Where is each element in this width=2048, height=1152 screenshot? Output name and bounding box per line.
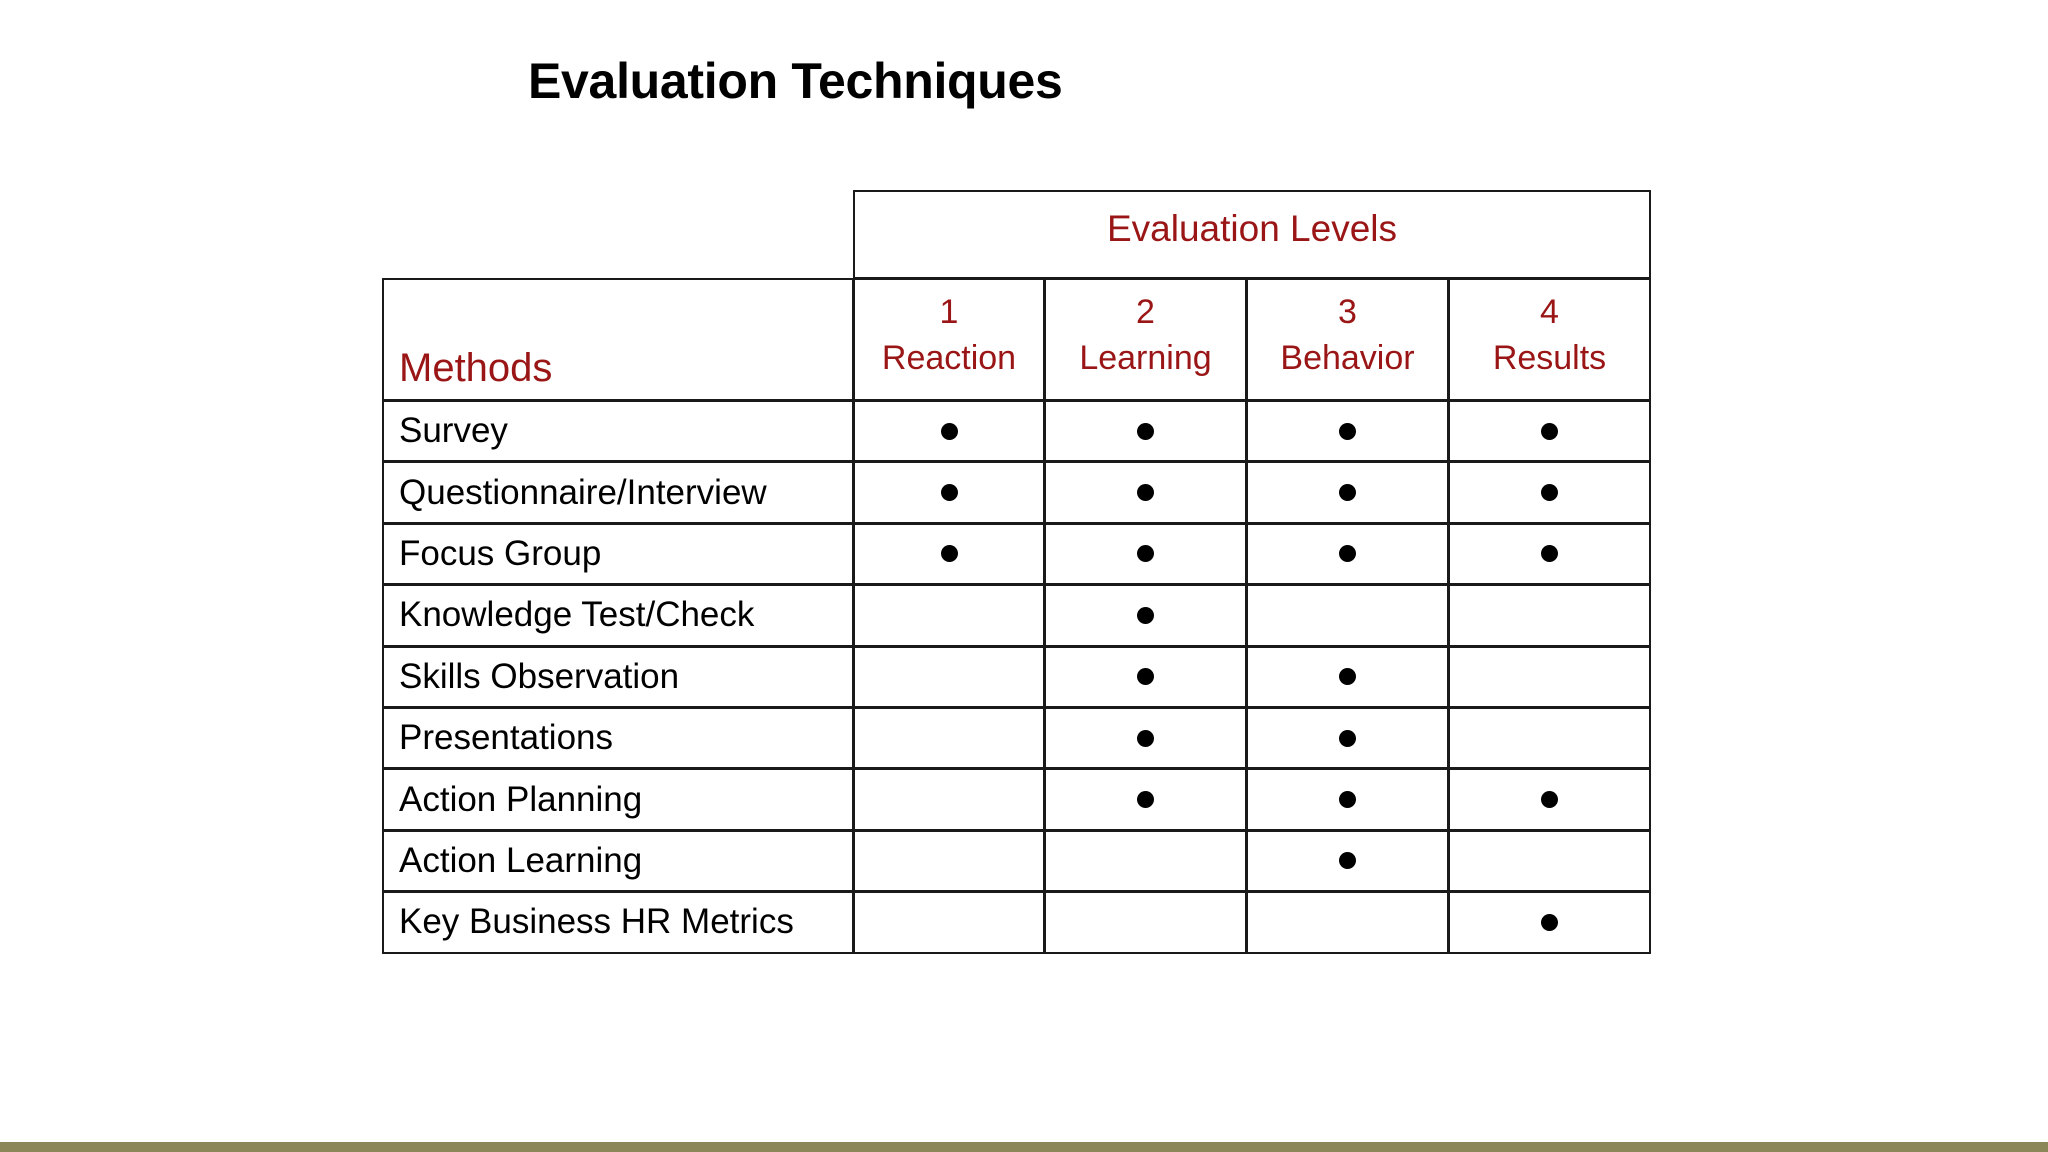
evaluation-levels-header: Evaluation Levels — [853, 190, 1651, 279]
level-4-cell — [1448, 829, 1651, 893]
level-2-cell — [1044, 706, 1247, 770]
level-1-cell — [853, 584, 1045, 647]
bullet-dot-icon — [1339, 852, 1356, 870]
level-1-cell — [853, 706, 1045, 770]
level-header-3: 3 Behavior — [1246, 278, 1449, 401]
level-1-cell — [853, 645, 1045, 708]
level-4-cell — [1448, 891, 1651, 954]
level-2-cell — [1044, 891, 1247, 954]
table-corner-empty — [382, 190, 854, 279]
bullet-dot-icon — [940, 545, 958, 563]
bullet-dot-icon — [1137, 484, 1154, 502]
method-name: Presentations — [382, 706, 854, 770]
level-3-cell — [1246, 522, 1449, 586]
level-4-cell — [1448, 522, 1651, 586]
method-name: Skills Observation — [382, 645, 854, 708]
level-2-cell — [1044, 829, 1247, 893]
method-name: Focus Group — [382, 522, 854, 586]
level-1-cell — [853, 400, 1045, 463]
level-4-cell — [1448, 461, 1651, 524]
level-3-cell — [1246, 461, 1449, 524]
method-name: Questionnaire/Interview — [382, 461, 854, 524]
bullet-dot-icon — [1137, 545, 1154, 563]
level-header-2: 2 Learning — [1044, 278, 1247, 401]
level-1-cell — [853, 522, 1045, 586]
level-3-cell — [1246, 891, 1449, 954]
bullet-dot-icon — [1541, 913, 1558, 931]
method-name: Knowledge Test/Check — [382, 584, 854, 647]
bullet-dot-icon — [1339, 545, 1356, 563]
level-2-cell — [1044, 461, 1247, 524]
bullet-dot-icon — [1137, 422, 1154, 440]
level-header-1: 1 Reaction — [853, 278, 1045, 401]
bullet-dot-icon — [1339, 791, 1356, 809]
level-header-4: 4 Results — [1448, 278, 1651, 401]
level-4-cell — [1448, 706, 1651, 770]
method-name: Key Business HR Metrics — [382, 891, 854, 954]
level-1-cell — [853, 768, 1045, 831]
level-name: Results — [1492, 338, 1607, 377]
bullet-dot-icon — [1541, 484, 1558, 502]
bullet-dot-icon — [1137, 606, 1154, 624]
level-number: 1 — [939, 292, 959, 331]
level-2-cell — [1044, 584, 1247, 647]
level-2-cell — [1044, 522, 1247, 586]
bullet-dot-icon — [1339, 484, 1356, 502]
method-name: Action Learning — [382, 829, 854, 893]
method-name: Survey — [382, 400, 854, 463]
bullet-dot-icon — [940, 484, 958, 502]
level-number: 4 — [1540, 292, 1559, 331]
level-4-cell — [1448, 768, 1651, 831]
level-name: Reaction — [881, 338, 1017, 377]
level-number: 3 — [1338, 292, 1357, 331]
level-3-cell — [1246, 768, 1449, 831]
slide-title: Evaluation Techniques — [528, 53, 1063, 109]
level-1-cell — [853, 829, 1045, 893]
level-3-cell — [1246, 706, 1449, 770]
level-4-cell — [1448, 645, 1651, 708]
level-2-cell — [1044, 768, 1247, 831]
bullet-dot-icon — [1339, 729, 1356, 747]
bullet-dot-icon — [1541, 545, 1558, 563]
bullet-dot-icon — [1541, 791, 1558, 809]
level-name: Learning — [1079, 338, 1212, 377]
level-1-cell — [853, 891, 1045, 954]
bullet-dot-icon — [1137, 668, 1154, 686]
level-2-cell — [1044, 400, 1247, 463]
bullet-dot-icon — [1339, 668, 1356, 686]
level-4-cell — [1448, 584, 1651, 647]
bullet-dot-icon — [1541, 422, 1558, 440]
method-name: Action Planning — [382, 768, 854, 831]
level-2-cell — [1044, 645, 1247, 708]
bullet-dot-icon — [1137, 791, 1154, 809]
bullet-dot-icon — [1137, 729, 1154, 747]
level-1-cell — [853, 461, 1045, 524]
methods-column-header: Methods — [382, 278, 854, 401]
level-name: Behavior — [1280, 338, 1415, 377]
bullet-dot-icon — [940, 422, 958, 440]
footer-accent-bar — [0, 1142, 2048, 1152]
level-3-cell — [1246, 829, 1449, 893]
level-3-cell — [1246, 584, 1449, 647]
level-3-cell — [1246, 645, 1449, 708]
level-number: 2 — [1136, 292, 1155, 331]
evaluation-techniques-table: Evaluation Levels Methods 1 Reaction 2 Lear… — [382, 190, 1651, 954]
bullet-dot-icon — [1339, 422, 1356, 440]
level-3-cell — [1246, 400, 1449, 463]
level-4-cell — [1448, 400, 1651, 463]
